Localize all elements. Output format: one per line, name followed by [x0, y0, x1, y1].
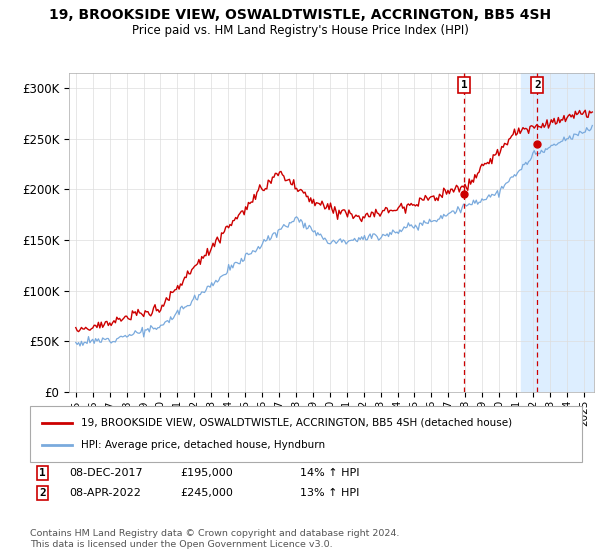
Text: 1: 1	[461, 80, 467, 90]
Text: Price paid vs. HM Land Registry's House Price Index (HPI): Price paid vs. HM Land Registry's House …	[131, 24, 469, 36]
Text: £195,000: £195,000	[180, 468, 233, 478]
Text: 08-APR-2022: 08-APR-2022	[69, 488, 141, 498]
Text: £245,000: £245,000	[180, 488, 233, 498]
Text: 1: 1	[39, 468, 46, 478]
Bar	[521, 73, 594, 392]
Text: HPI: Average price, detached house, Hyndburn: HPI: Average price, detached house, Hynd…	[81, 440, 325, 450]
Text: 14% ↑ HPI: 14% ↑ HPI	[300, 468, 359, 478]
Text: 08-DEC-2017: 08-DEC-2017	[69, 468, 143, 478]
Text: 2: 2	[39, 488, 46, 498]
Text: 2: 2	[534, 80, 541, 90]
Text: 19, BROOKSIDE VIEW, OSWALDTWISTLE, ACCRINGTON, BB5 4SH (detached house): 19, BROOKSIDE VIEW, OSWALDTWISTLE, ACCRI…	[81, 418, 512, 428]
Text: Contains HM Land Registry data © Crown copyright and database right 2024.
This d: Contains HM Land Registry data © Crown c…	[30, 529, 400, 549]
Text: 19, BROOKSIDE VIEW, OSWALDTWISTLE, ACCRINGTON, BB5 4SH: 19, BROOKSIDE VIEW, OSWALDTWISTLE, ACCRI…	[49, 8, 551, 22]
Text: 13% ↑ HPI: 13% ↑ HPI	[300, 488, 359, 498]
